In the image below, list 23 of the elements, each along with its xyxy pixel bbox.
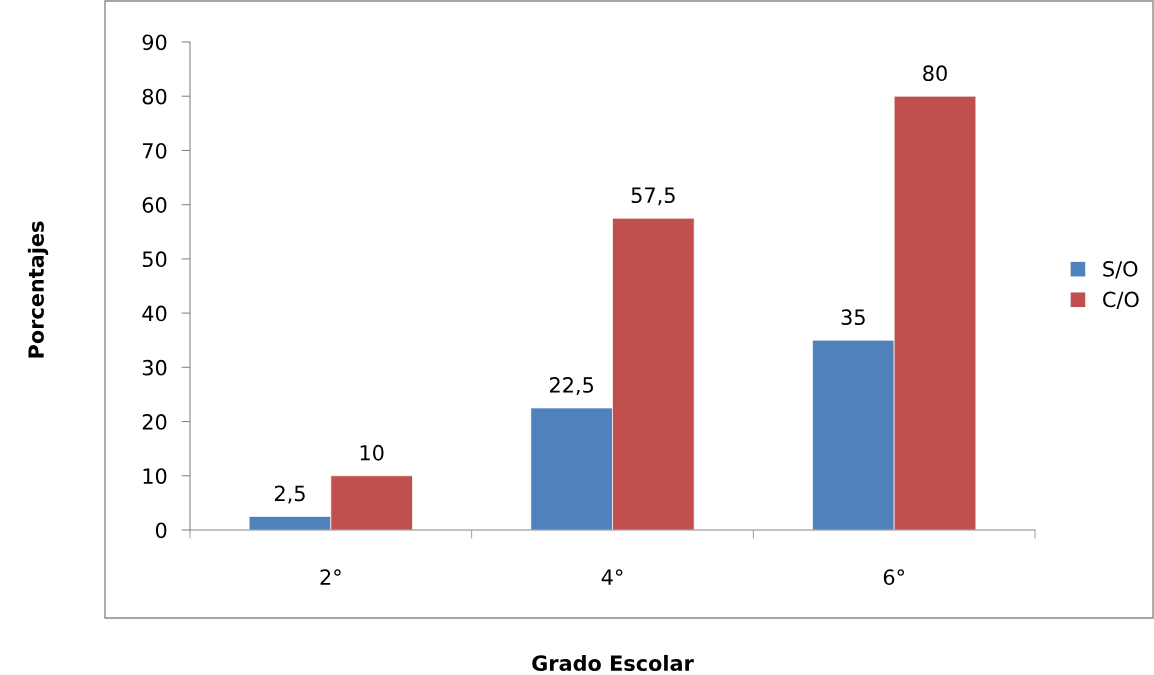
- x-tick-label: 2°: [320, 569, 341, 585]
- y-tick-label: 60: [142, 197, 167, 213]
- legend-label: S/O: [1103, 261, 1138, 279]
- data-label: 80: [923, 65, 947, 82]
- data-label: 57,5: [631, 187, 675, 206]
- y-tick-label: 20: [142, 414, 167, 430]
- data-label: 2,5: [274, 485, 305, 504]
- y-tick-label: 50: [142, 251, 167, 268]
- y-tick-label: 80: [142, 88, 167, 105]
- x-tick-label: 6°: [883, 569, 905, 586]
- y-tick-label: 70: [142, 142, 167, 159]
- y-axis-title: Porcentajes: [27, 221, 49, 358]
- data-label: 35: [841, 309, 865, 326]
- data-label: 22,5: [549, 377, 594, 395]
- data-label: 10: [360, 444, 384, 461]
- y-tick-label: 0: [155, 522, 167, 539]
- y-tick-label: 30: [142, 359, 167, 376]
- y-tick-label: 40: [142, 305, 167, 322]
- x-axis-title: Grado Escolar: [532, 654, 694, 672]
- legend-label: C/O: [1103, 291, 1139, 309]
- y-tick-label: 90: [142, 34, 167, 51]
- y-tick-label: 10: [143, 468, 167, 484]
- x-tick-label: 4°: [601, 569, 623, 585]
